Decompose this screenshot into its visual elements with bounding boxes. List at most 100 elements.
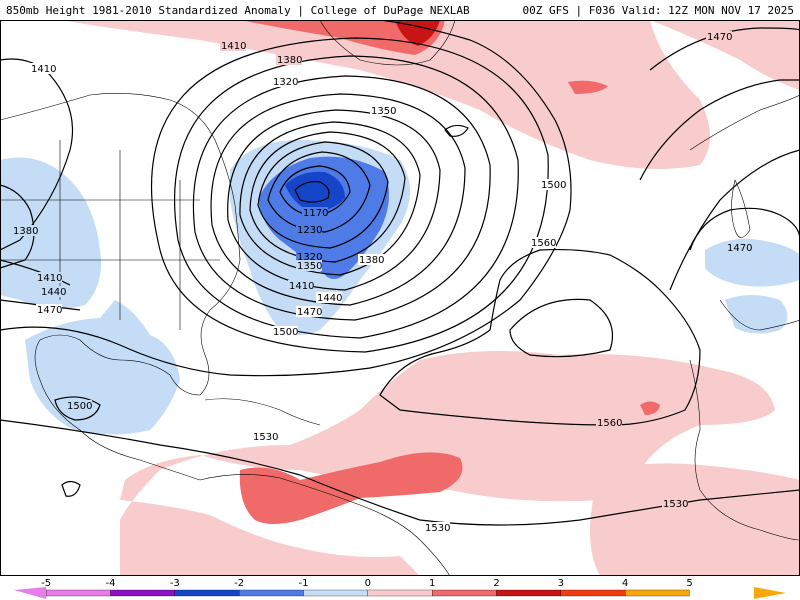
colorbar-swatch <box>239 589 304 597</box>
map-title: 850mb Height 1981-2010 Standardized Anom… <box>6 4 470 17</box>
contour-1470-europe-trough <box>689 207 800 251</box>
colorbar-swatch <box>367 589 433 597</box>
anomaly-area-neg3 <box>285 171 345 212</box>
contour-1560-inner <box>509 298 614 358</box>
coastline-cuba <box>204 398 321 426</box>
contour-1410 <box>192 75 491 321</box>
colorbar-tick-label: 0 <box>365 578 371 589</box>
anomaly-colorbar: -5 -4 -3 -2 -1 0 1 2 3 4 5 <box>14 578 786 599</box>
anomaly-area-pos1-northeast <box>650 20 800 90</box>
contour-label: 1530 <box>425 523 450 534</box>
colorbar-tick-label: -5 <box>41 578 51 589</box>
contour-label: 1500 <box>541 180 566 191</box>
contour-1200 <box>279 165 351 217</box>
contour-1260 <box>257 141 389 249</box>
contour-1560 <box>379 248 701 426</box>
contour-1500 <box>0 20 572 377</box>
colorbar-tick-label: 3 <box>558 578 564 589</box>
contour-label: 1320 <box>297 252 322 263</box>
colorbar-tick-label: 2 <box>493 578 499 589</box>
contour-label: 1470 <box>727 243 752 254</box>
colorbar-swatch <box>303 589 368 597</box>
contour-label: 1530 <box>663 499 688 510</box>
contour-label: 1170 <box>303 208 328 219</box>
coastline-africa <box>689 359 800 541</box>
contour-1530-europe <box>669 149 800 291</box>
coastline-britain <box>731 179 751 238</box>
contour-label: 1560 <box>597 418 622 429</box>
colorbar-tick-label: -2 <box>234 578 244 589</box>
contour-1500-gulf <box>54 396 101 421</box>
anomaly-area-pos1-north <box>60 20 710 169</box>
contour-label: 1380 <box>359 255 384 266</box>
colorbar-tick-label: -4 <box>106 578 116 589</box>
colorbar-swatch <box>496 589 561 597</box>
contour-small-high <box>61 480 81 497</box>
coastline-north-america <box>0 93 241 481</box>
model-valid-time: 00Z GFS | F036 Valid: 12Z MON NOV 17 202… <box>522 4 794 17</box>
anomaly-area-pos2-spot-south <box>640 401 660 415</box>
contour-1380 <box>210 93 466 306</box>
contour-1470-europe <box>649 27 800 71</box>
contour-label: 1350 <box>371 106 396 117</box>
coastline-europe <box>689 94 800 151</box>
colorbar-swatch <box>625 589 690 597</box>
coastline-iberia <box>719 299 800 331</box>
contour-label: 1440 <box>317 293 342 304</box>
contour-label: 1230 <box>297 225 322 236</box>
colorbar-tick-labels: -5 -4 -3 -2 -1 0 1 2 3 4 5 <box>41 578 693 589</box>
contour-label: 1470 <box>297 307 322 318</box>
anomaly-area-pos2-caribbean <box>239 452 463 524</box>
contour-small-low <box>444 124 469 137</box>
contour-label: 1410 <box>221 41 246 52</box>
contour-label: 1410 <box>289 281 314 292</box>
map-header: 850mb Height 1981-2010 Standardized Anom… <box>0 0 800 20</box>
contour-label: 1560 <box>531 238 556 249</box>
anomaly-area-neg1-iberia <box>725 295 788 334</box>
colorbar-swatches <box>14 587 786 599</box>
contour-1500-europe <box>639 79 800 181</box>
height-contours <box>0 20 800 526</box>
colorbar-swatch <box>560 589 626 597</box>
contour-label: 1470 <box>707 32 732 43</box>
coastline-south-america <box>199 474 451 576</box>
colorbar-tick-label: 4 <box>622 578 628 589</box>
contour-label: 1500 <box>67 401 92 412</box>
anomaly-map: 1410 1380 1410 1320 1350 1470 1380 1410 … <box>0 20 800 576</box>
anomaly-area-pos1-africa <box>590 463 800 576</box>
contour-label: 1380 <box>13 226 38 237</box>
contour-1530-south <box>0 419 800 526</box>
contour-label: 1410 <box>31 64 56 75</box>
positive-anomaly-shading <box>60 20 800 576</box>
contour-1470 <box>151 37 549 353</box>
colorbar-arrow-left <box>14 587 47 599</box>
contour-label: 1410 <box>37 273 62 284</box>
colorbar-arrow-right <box>753 587 786 599</box>
coastline-greenland <box>319 20 456 66</box>
contour-label: 1350 <box>297 261 322 272</box>
contour-label: 1470 <box>37 305 62 316</box>
colorbar-swatch <box>432 589 497 597</box>
anomaly-area-pos2-spot <box>568 80 608 94</box>
contour-label: 1500 <box>273 327 298 338</box>
colorbar-tick-label: 5 <box>686 578 692 589</box>
colorbar-swatch <box>174 589 240 597</box>
contour-label: 1380 <box>277 55 302 66</box>
contour-1170 <box>294 181 330 203</box>
colorbar-tick-label: -1 <box>299 578 309 589</box>
colorbar-swatch <box>46 589 111 597</box>
colorbar-tick-label: -3 <box>170 578 180 589</box>
contour-label: 1440 <box>41 287 66 298</box>
contour-labels: 1410 1380 1410 1320 1350 1470 1380 1410 … <box>12 31 752 534</box>
contour-label: 1530 <box>253 432 278 443</box>
contour-label: 1320 <box>273 77 298 88</box>
anomaly-area-pos3-greenland <box>395 20 440 46</box>
contour-1380-west <box>0 184 35 269</box>
contour-1440-west <box>0 259 71 286</box>
coastlines <box>0 20 800 576</box>
anomaly-area-neg1-west <box>0 157 101 309</box>
anomaly-area-neg1-gulf <box>25 300 180 435</box>
colorbar-tick-label: 1 <box>429 578 435 589</box>
anomaly-area-pos2-greenland <box>240 20 445 55</box>
